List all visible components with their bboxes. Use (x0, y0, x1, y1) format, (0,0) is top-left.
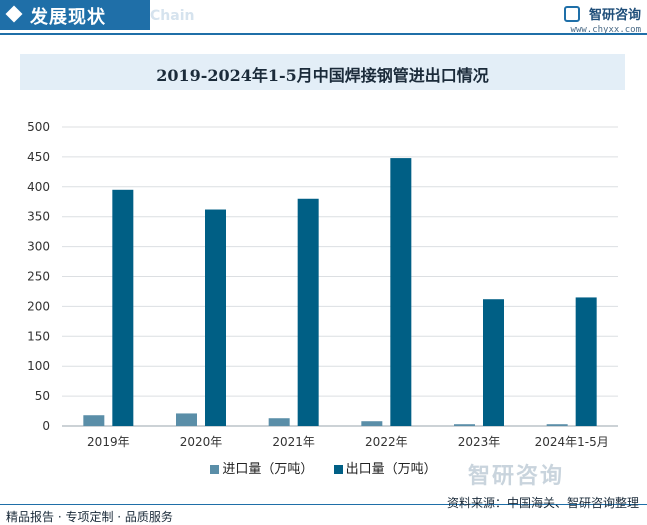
chart-title-box: 2019-2024年1-5月中国焊接钢管进出口情况 (20, 54, 625, 90)
y-tick-label: 200 (27, 299, 50, 313)
chart-legend: 进口量（万吨） 出口量（万吨） (0, 458, 647, 477)
bar-import (268, 418, 290, 426)
legend-item-import: 进口量（万吨） (210, 458, 313, 477)
legend-label-export: 出口量（万吨） (345, 462, 437, 477)
y-tick-label: 250 (27, 270, 50, 284)
legend-swatch-import (210, 465, 220, 474)
y-tick-label: 150 (27, 329, 50, 343)
watermark-brand: 智研咨询 (468, 464, 565, 489)
bar-import (546, 424, 568, 426)
y-tick-label: 450 (27, 150, 50, 164)
y-tick-label: 350 (27, 210, 50, 224)
header-divider (0, 33, 647, 35)
y-tick-label: 400 (27, 180, 50, 194)
y-tick-label: 300 (27, 240, 50, 254)
bar-export (205, 209, 226, 426)
y-tick-label: 100 (27, 359, 50, 373)
bar-import (454, 424, 475, 426)
bar-import (83, 415, 105, 426)
x-tick-label: 2021年 (272, 435, 315, 449)
legend-swatch-export (333, 465, 343, 474)
x-tick-label: 2019年 (87, 435, 130, 449)
x-tick-label: 2022年 (365, 435, 408, 449)
y-tick-label: 50 (35, 389, 50, 403)
bar-import (176, 413, 197, 426)
bar-export (112, 189, 134, 426)
header-bar: 发展现状 (0, 0, 150, 30)
bar-export (297, 198, 319, 426)
x-tick-label: 2023年 (458, 435, 501, 449)
legend-label-import: 进口量（万吨） (222, 462, 314, 477)
footer-source: 资料来源：中国海关、智研咨询整理 (446, 496, 639, 510)
brand-url: www.chyxx.com (570, 25, 641, 35)
y-tick-label: 500 (27, 120, 50, 134)
y-tick-label: 0 (42, 419, 50, 433)
bar-import (361, 421, 383, 426)
brand-name: 智研咨询 (588, 8, 641, 23)
chart-title: 2019-2024年1-5月中国焊接钢管进出口情况 (156, 66, 489, 85)
x-tick-label: 2020年 (180, 435, 223, 449)
header-title: 发展现状 (30, 7, 106, 28)
brand: 智研咨询 www.chyxx.com (563, 3, 641, 35)
bar-export (575, 297, 597, 426)
bar-export (390, 158, 412, 426)
legend-item-export: 出口量（万吨） (333, 458, 437, 477)
x-tick-label: 2024年1-5月 (535, 435, 609, 449)
bar-export (483, 299, 504, 426)
page-header: 发展现状 Chain 智研咨询 www.chyxx.com (0, 0, 647, 35)
footer-divider (0, 504, 647, 505)
header-subtitle: Chain (150, 8, 195, 24)
bar-chart: 0 50 100 150 200 250 300 350 400 450 500 2019年 2020年… (27, 120, 618, 449)
brand-logo-icon (563, 5, 580, 22)
footer-tagline: 精品报告 · 专项定制 · 品质服务 (6, 510, 173, 524)
